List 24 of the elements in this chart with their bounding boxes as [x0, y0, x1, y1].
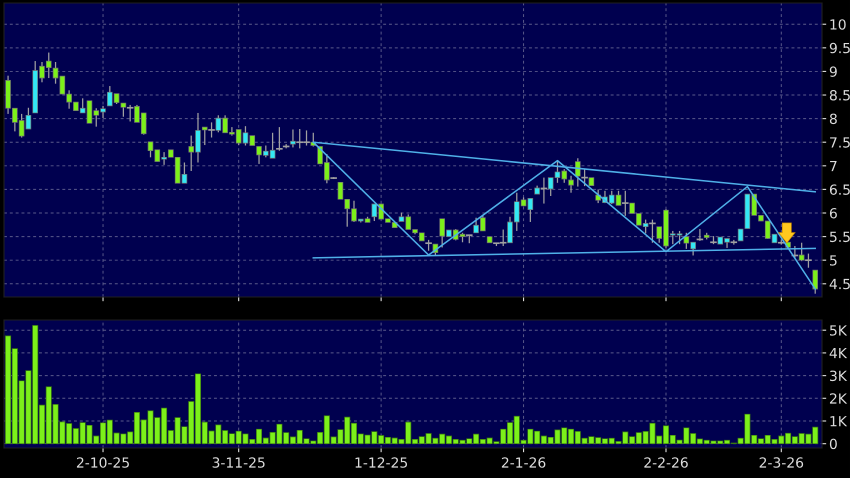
y-tick-label: 3K	[830, 370, 848, 382]
y-tick-label: 10	[830, 19, 846, 30]
x-tick-label: 2-1-26	[502, 457, 546, 468]
y-tick-label: 6	[830, 208, 837, 218]
y-tick-label: 4.5	[830, 278, 850, 290]
y-tick-label: 9	[830, 66, 837, 77]
y-tick-label: 0	[830, 438, 837, 450]
y-tick-label: 8.5	[830, 90, 850, 100]
y-tick-label: 7.5	[830, 137, 850, 148]
y-tick-label: 5	[830, 255, 837, 266]
y-tick-label: 1K	[830, 416, 848, 426]
y-tick-label: 5K	[830, 325, 848, 336]
y-tick-label: 5.5	[830, 232, 850, 242]
x-tick-label: 3-11-25	[212, 457, 265, 468]
y-tick-label: 8	[830, 114, 837, 124]
y-tick-label: 7	[830, 160, 837, 172]
x-tick-label: 2-2-26	[644, 457, 688, 468]
x-tick-label: 2-3-26	[760, 457, 804, 468]
y-tick-label: 4K	[830, 348, 848, 358]
y-tick-label: 9.5	[830, 42, 850, 54]
x-tick-label: 1-12-25	[356, 457, 408, 468]
y-tick-label: 2K	[830, 393, 848, 404]
y-tick-label: 6.5	[830, 184, 850, 195]
x-tick-label: 2-10-25	[76, 457, 129, 468]
